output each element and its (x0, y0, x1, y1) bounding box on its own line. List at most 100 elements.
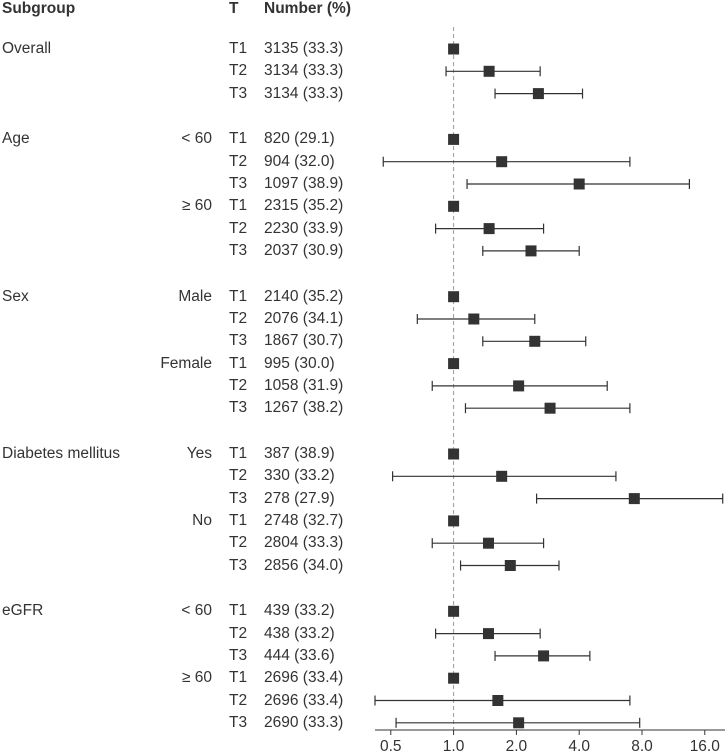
number-percent: 995 (30.0) (264, 354, 335, 372)
tertile-label: T1 (229, 354, 248, 372)
estimate-marker (496, 156, 508, 168)
subgroup-label: Yes (186, 445, 212, 462)
tertile-label: T1 (229, 40, 248, 57)
estimate-marker (492, 695, 504, 706)
number-percent: 2140 (35.2) (264, 287, 344, 305)
group-label: eGFR (2, 602, 44, 620)
number-percent: 1097 (38.9) (264, 175, 344, 192)
subgroup-label: Male (178, 287, 212, 305)
header-number: Number (%) (264, 0, 351, 17)
number-percent: 2696 (33.4) (264, 669, 344, 687)
group-label: Age (2, 130, 30, 148)
tertile-label: T1 (229, 130, 248, 148)
estimate-marker (532, 88, 544, 100)
tertile-label: T3 (229, 332, 248, 350)
estimate-marker (448, 605, 460, 617)
estimate-marker (482, 537, 494, 549)
number-percent: 2856 (34.0) (264, 556, 344, 574)
tertile-label: T1 (229, 197, 248, 215)
tertile-label: T3 (229, 646, 248, 664)
number-percent: 820 (29.1) (264, 130, 335, 148)
number-percent: 2315 (35.2) (264, 197, 344, 215)
tertile-label: T2 (229, 467, 248, 485)
subgroup-label: ≥ 60 (181, 669, 212, 687)
group-label: Overall (2, 40, 52, 57)
number-percent: 3135 (33.3) (264, 40, 344, 57)
estimate-marker (504, 560, 516, 571)
estimate-marker (628, 493, 640, 505)
subgroup-label: No (192, 511, 212, 529)
tertile-label: T1 (229, 445, 248, 462)
group-label: Diabetes mellitus (2, 445, 121, 462)
subgroup-label: < 60 (181, 602, 212, 620)
estimate-marker (544, 402, 556, 414)
group-label: Sex (2, 287, 29, 305)
estimate-marker (448, 358, 460, 370)
estimate-marker (483, 65, 495, 77)
tertile-label: T2 (229, 534, 248, 552)
tertile-label: T2 (229, 219, 248, 237)
x-tick-label: 0.5 (380, 738, 402, 754)
tertile-label: T2 (229, 376, 248, 394)
header-subgroup: Subgroup (2, 0, 76, 17)
estimate-marker (448, 515, 460, 527)
estimate-marker (573, 178, 585, 190)
tertile-label: T3 (229, 241, 248, 259)
number-percent: 278 (27.9) (264, 489, 335, 507)
number-percent: 3134 (33.3) (264, 62, 344, 80)
estimate-marker (448, 133, 460, 145)
number-percent: 444 (33.6) (264, 646, 335, 664)
tertile-label: T3 (229, 489, 248, 507)
x-tick-label: 4.0 (568, 738, 590, 754)
tertile-label: T3 (229, 84, 248, 102)
estimate-marker (529, 335, 541, 347)
estimate-marker (448, 200, 460, 212)
number-percent: 2690 (33.3) (264, 713, 344, 731)
estimate-marker (513, 380, 525, 392)
number-percent: 330 (33.2) (264, 467, 335, 485)
tertile-label: T3 (229, 399, 248, 417)
number-percent: 2804 (33.3) (264, 534, 344, 552)
tertile-label: T2 (229, 691, 248, 709)
number-percent: 2076 (34.1) (264, 310, 344, 327)
estimate-marker (448, 43, 460, 55)
tertile-label: T2 (229, 62, 248, 80)
number-percent: 904 (32.0) (264, 152, 335, 170)
tertile-label: T3 (229, 556, 248, 574)
number-percent: 438 (33.2) (264, 624, 335, 642)
estimate-marker (448, 672, 460, 684)
number-percent: 1058 (31.9) (264, 376, 344, 394)
tertile-label: T1 (229, 602, 248, 620)
estimate-marker (468, 313, 480, 325)
number-percent: 1867 (30.7) (264, 332, 344, 350)
tertile-label: T2 (229, 310, 248, 327)
subgroup-label: ≥ 60 (181, 197, 212, 215)
subgroup-label: < 60 (181, 130, 212, 148)
estimate-marker (538, 650, 550, 662)
tertile-label: T3 (229, 713, 248, 731)
number-percent: 1267 (38.2) (264, 399, 344, 417)
subgroup-label: Female (160, 354, 212, 372)
tertile-label: T3 (229, 175, 248, 192)
x-tick-label: 1.0 (443, 738, 465, 754)
estimate-marker (448, 291, 460, 303)
x-tick-label: 2.0 (506, 738, 528, 754)
number-percent: 2748 (32.7) (264, 511, 344, 529)
estimate-marker (482, 628, 494, 640)
estimate-marker (513, 717, 525, 729)
x-tick-label: 8.0 (631, 738, 653, 754)
tertile-label: T1 (229, 287, 248, 305)
tertile-label: T1 (229, 511, 248, 529)
number-percent: 387 (38.9) (264, 445, 335, 462)
number-percent: 2696 (33.4) (264, 691, 344, 709)
estimate-marker (525, 245, 537, 257)
number-percent: 439 (33.2) (264, 602, 335, 620)
header-t: T (229, 0, 239, 17)
tertile-label: T1 (229, 669, 248, 687)
number-percent: 2230 (33.9) (264, 219, 344, 237)
number-percent: 3134 (33.3) (264, 84, 344, 102)
x-tick-label: 16.0 (690, 738, 721, 754)
estimate-marker (496, 470, 508, 482)
tertile-label: T2 (229, 624, 248, 642)
